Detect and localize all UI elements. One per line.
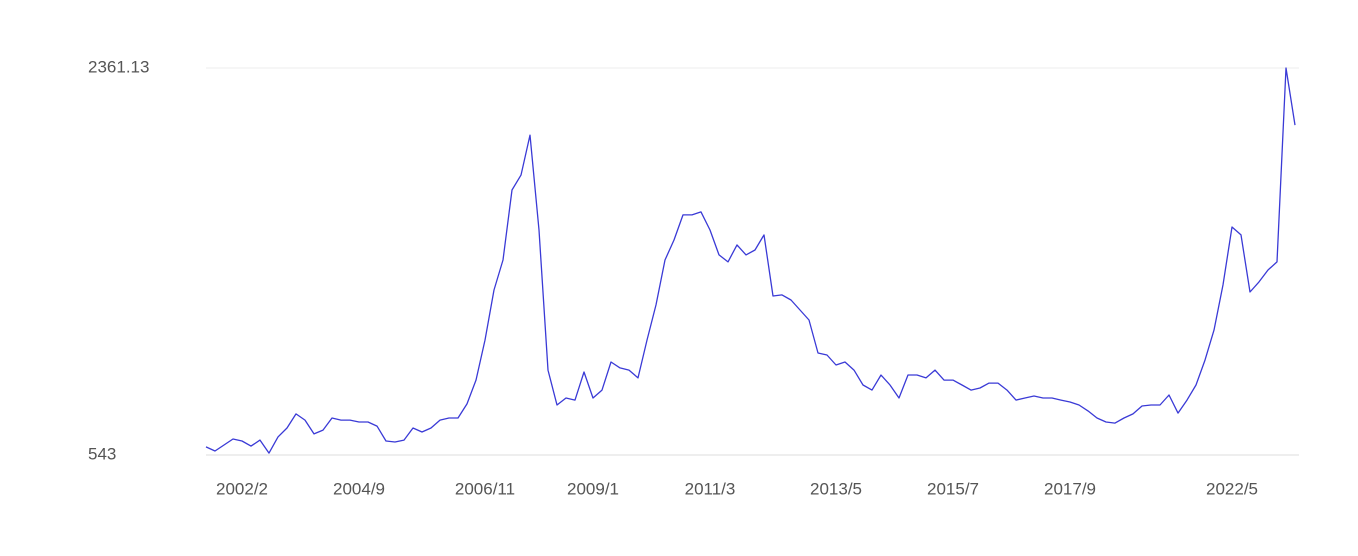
x-tick-label: 2011/3 <box>685 479 736 498</box>
y-tick-label: 543 <box>88 444 116 463</box>
x-tick-label: 2017/9 <box>1044 479 1096 498</box>
x-tick-label: 2004/9 <box>333 479 385 498</box>
x-tick-label: 2013/5 <box>810 479 862 498</box>
x-tick-label: 2022/5 <box>1206 479 1258 498</box>
y-tick-label: 2361.13 <box>88 57 149 76</box>
x-tick-label: 2006/11 <box>455 479 515 498</box>
x-tick-label: 2009/1 <box>567 479 619 498</box>
line <box>205 67 1296 454</box>
x-tick-label: 2002/2 <box>216 479 268 498</box>
x-tick-label: 2015/7 <box>927 479 979 498</box>
